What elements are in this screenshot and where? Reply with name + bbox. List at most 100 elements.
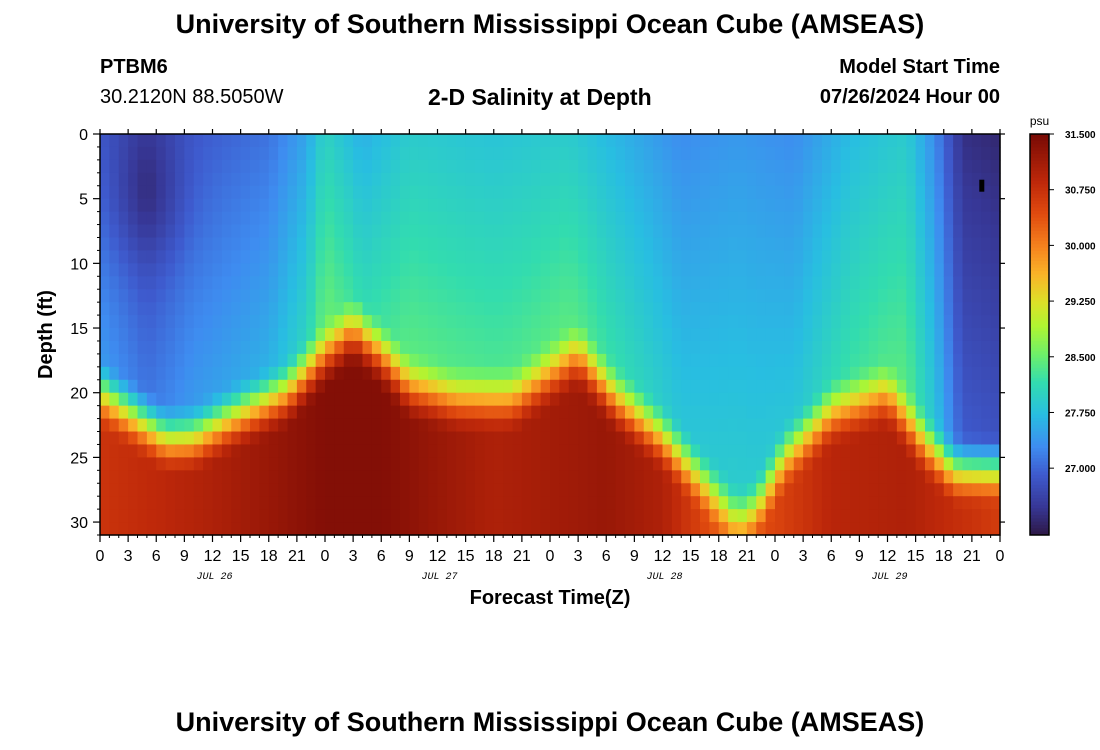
heatmap-cell bbox=[540, 392, 551, 407]
heatmap-cell bbox=[193, 509, 204, 523]
heatmap-cell bbox=[109, 366, 120, 381]
heatmap-cell bbox=[203, 405, 214, 420]
heatmap-cell bbox=[221, 172, 232, 187]
heatmap-cell bbox=[737, 263, 748, 277]
heatmap-cell bbox=[643, 405, 654, 420]
heatmap-cell bbox=[990, 211, 1001, 226]
heatmap-cell bbox=[868, 237, 879, 252]
heatmap-cell bbox=[343, 159, 354, 174]
heatmap-cell bbox=[962, 444, 973, 458]
heatmap-cell bbox=[737, 134, 748, 148]
heatmap-cell bbox=[625, 302, 635, 316]
heatmap-cell bbox=[371, 172, 382, 187]
heatmap-cell bbox=[550, 185, 560, 200]
heatmap-cell bbox=[653, 366, 664, 381]
heatmap-cell bbox=[746, 211, 757, 226]
heatmap-cell bbox=[718, 211, 729, 226]
heatmap-cell bbox=[728, 522, 739, 536]
heatmap-cell bbox=[118, 392, 129, 407]
heatmap-cell bbox=[306, 496, 317, 510]
heatmap-cell bbox=[709, 457, 720, 471]
colorbar-segment bbox=[1030, 150, 1049, 155]
heatmap-cell bbox=[306, 379, 317, 394]
heatmap-cell bbox=[971, 289, 982, 303]
heatmap-cell bbox=[296, 289, 307, 303]
heatmap-cell bbox=[925, 405, 935, 420]
heatmap-cell bbox=[868, 522, 879, 536]
heatmap-cell bbox=[128, 185, 139, 200]
heatmap-cell bbox=[868, 340, 879, 355]
heatmap-cell bbox=[278, 276, 289, 290]
heatmap-cell bbox=[559, 237, 570, 252]
colorbar-segment bbox=[1030, 244, 1049, 249]
heatmap-cell bbox=[784, 457, 795, 471]
heatmap-cell bbox=[803, 224, 814, 239]
heatmap-cell bbox=[793, 224, 804, 239]
heatmap-cell bbox=[128, 134, 139, 148]
heatmap-cell bbox=[193, 211, 204, 226]
heatmap-cell bbox=[746, 418, 757, 433]
heatmap-cell bbox=[456, 134, 467, 148]
heatmap-cell bbox=[775, 134, 785, 148]
heatmap-cell bbox=[915, 302, 926, 316]
heatmap-cell bbox=[409, 185, 420, 200]
heatmap-cell bbox=[268, 198, 279, 213]
heatmap-cell bbox=[906, 263, 917, 277]
heatmap-cell bbox=[971, 263, 982, 277]
heatmap-cell bbox=[812, 457, 823, 471]
heatmap-cell bbox=[793, 263, 804, 277]
heatmap-cell bbox=[709, 418, 720, 433]
heatmap-cell bbox=[521, 444, 532, 458]
heatmap-cell bbox=[878, 457, 889, 471]
heatmap-cell bbox=[128, 211, 139, 226]
heatmap-cell bbox=[193, 328, 204, 342]
heatmap-cell bbox=[971, 250, 982, 264]
heatmap-cell bbox=[278, 134, 289, 148]
heatmap-cell bbox=[203, 263, 214, 277]
heatmap-cell bbox=[278, 263, 289, 277]
heatmap-cell bbox=[400, 328, 410, 342]
heatmap-cell bbox=[334, 172, 345, 187]
heatmap-cell bbox=[296, 470, 307, 484]
heatmap-cell bbox=[146, 483, 157, 497]
heatmap-cell bbox=[278, 250, 289, 264]
heatmap-cell bbox=[690, 237, 701, 252]
heatmap-cell bbox=[118, 457, 129, 471]
heatmap-cell bbox=[521, 353, 532, 368]
heatmap-cell bbox=[418, 444, 429, 458]
heatmap-cell bbox=[165, 509, 176, 523]
heatmap-cell bbox=[343, 509, 354, 523]
heatmap-cell bbox=[709, 172, 720, 187]
heatmap-cell bbox=[906, 211, 917, 226]
heatmap-cell bbox=[643, 522, 654, 536]
heatmap-cell bbox=[915, 353, 926, 368]
heatmap-cell bbox=[390, 289, 401, 303]
heatmap-cell bbox=[193, 250, 204, 264]
heatmap-cell bbox=[109, 134, 120, 148]
heatmap-cell bbox=[475, 483, 485, 497]
heatmap-cell bbox=[878, 353, 889, 368]
heatmap-cell bbox=[193, 379, 204, 394]
heatmap-cell bbox=[634, 302, 645, 316]
colorbar-segment bbox=[1030, 157, 1049, 162]
heatmap-cell bbox=[793, 172, 804, 187]
heatmap-cell bbox=[531, 509, 542, 523]
heatmap-cell bbox=[250, 185, 260, 200]
heatmap-cell bbox=[690, 418, 701, 433]
heatmap-cell bbox=[315, 496, 326, 510]
heatmap-cell bbox=[681, 444, 692, 458]
heatmap-cell bbox=[746, 315, 757, 329]
heatmap-cell bbox=[709, 185, 720, 200]
heatmap-cell bbox=[953, 263, 964, 277]
heatmap-cell bbox=[137, 211, 148, 226]
heatmap-cell bbox=[971, 366, 982, 381]
heatmap-cell bbox=[128, 146, 139, 161]
heatmap-cell bbox=[681, 302, 692, 316]
heatmap-cell bbox=[371, 289, 382, 303]
heatmap-cell bbox=[859, 431, 870, 446]
heatmap-cell bbox=[100, 302, 110, 316]
heatmap-cell bbox=[587, 457, 598, 471]
heatmap-cell bbox=[446, 185, 457, 200]
heatmap-cell bbox=[409, 276, 420, 290]
heatmap-cell bbox=[765, 134, 776, 148]
